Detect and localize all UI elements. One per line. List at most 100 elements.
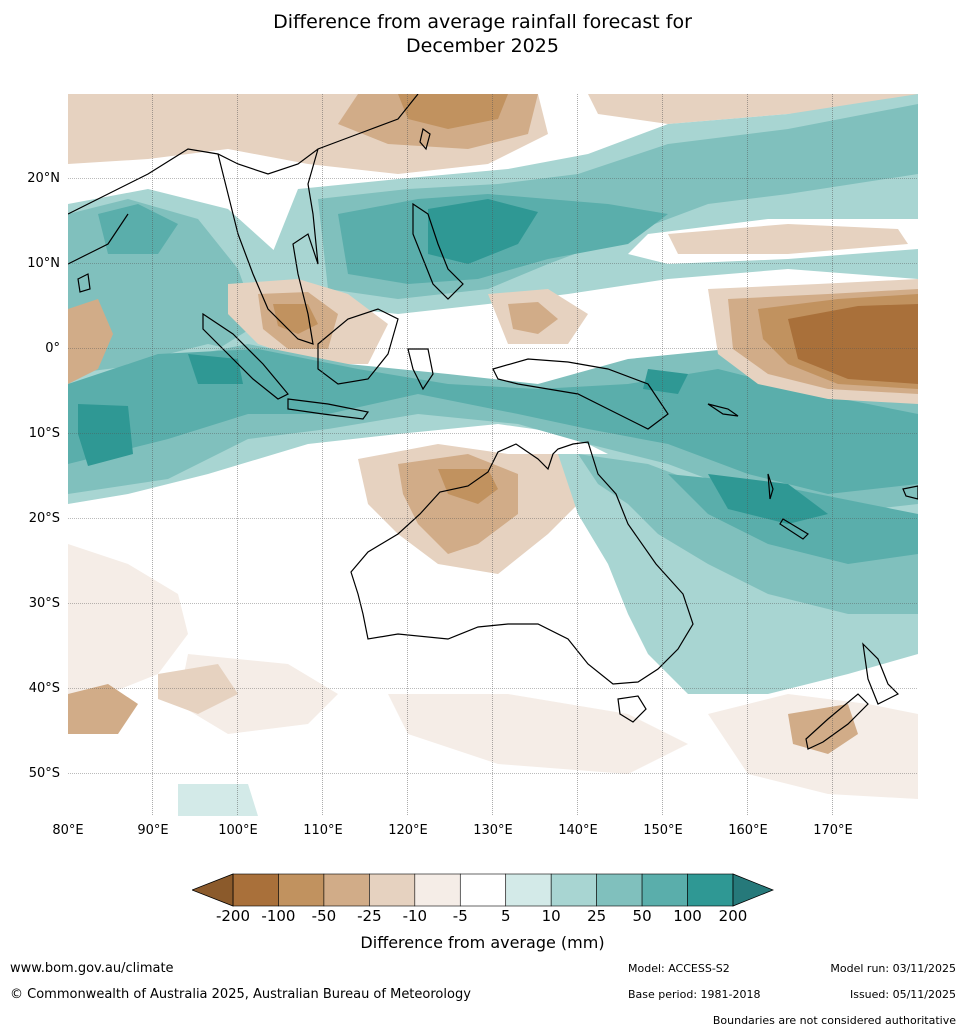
anomaly-nz-brown [788,704,858,754]
coast-india [68,213,129,265]
x-tick-label: 80°E [52,823,84,838]
colorbar-segment [323,873,370,907]
colorbar-under-arrow [190,873,234,907]
anomaly-south-teal-patch [178,784,258,816]
y-tick-label: 20°N [27,171,60,186]
colorbar-segment [641,873,688,907]
title-line-2: December 2025 [406,35,559,57]
colorbar-segment [414,873,461,907]
colorbar-label: -5 [452,907,468,925]
colorbar-segment [278,873,325,907]
coast-sri-lanka [77,273,91,293]
colorbar-segment [505,873,552,907]
rainfall-map [68,94,918,816]
y-tick-label: 0° [45,341,60,356]
coast-philippines [412,202,464,300]
x-tick-label: 90°E [137,823,169,838]
footer-url[interactable]: www.bom.gov.au/climate [10,961,174,976]
y-tick-label: 10°N [27,256,60,271]
colorbar-label: 10 [541,907,561,925]
coast-java [287,398,370,420]
colorbar-segments [232,873,734,907]
map-svg [68,94,918,816]
colorbar-label: -200 [215,907,251,925]
x-tick-label: 130°E [473,823,513,838]
coast-asia [68,94,419,215]
anomaly-pacific-north [588,94,918,124]
anomaly-java-teal-core [188,354,243,384]
x-tick-label: 170°E [813,823,853,838]
anomaly-pacific-brown-core [788,304,918,384]
footer-copyright: © Commonwealth of Australia 2025, Austra… [10,987,471,1002]
colorbar-label: 200 [718,907,748,925]
anomaly-east-pacific-teal-core [643,369,688,394]
x-tick-label: 120°E [388,823,428,838]
anomaly-coral-sea-teal-core [708,474,828,524]
colorbar-segment [459,873,507,907]
coast-sulawesi [407,348,434,391]
colorbar [190,873,775,911]
footer-base-period: Base period: 1981-2018 [628,988,761,1001]
anomaly-south-indian-brown-1 [68,684,138,734]
anomaly-indian-ocean-teal-core [78,404,133,466]
colorbar-svg [190,873,775,907]
coast-new-zealand-north [862,642,900,705]
colorbar-segment [550,873,597,907]
colorbar-segment [369,873,416,907]
coast-vanuatu [767,473,774,500]
title-line-1: Difference from average rainfall forecas… [273,11,692,33]
anomaly-west-sumatra-tan [68,299,113,384]
anomaly-south-indian-tan-3 [388,694,688,774]
anomaly-fields [68,94,918,816]
x-tick-label: 110°E [303,823,343,838]
chart-title: Difference from average rainfall forecas… [0,10,965,58]
colorbar-segment [232,873,279,907]
colorbar-label: -50 [311,907,337,925]
colorbar-label: -100 [261,907,296,925]
coast-new-guinea [492,358,669,430]
x-tick-label: 150°E [643,823,683,838]
colorbar-label: 25 [587,907,607,925]
footer-issued: Issued: 05/11/2025 [849,988,956,1001]
coast-new-zealand-south [805,693,869,750]
anomaly-north-pacific-tan [668,224,908,254]
colorbar-segment [596,873,643,907]
footer-disclaimer: Boundaries are not considered authoritat… [712,1014,956,1027]
coast-new-caledonia [779,518,809,540]
anomaly-bay-of-bengal-teal [98,204,178,254]
colorbar-label: 50 [632,907,652,925]
coast-solomons [707,403,739,417]
anomaly-borneo-east-brown [508,302,558,334]
y-tick-label: 50°S [28,766,60,781]
gridlines [68,94,918,816]
y-tick-label: 40°S [28,681,60,696]
colorbar-label: -10 [402,907,428,925]
colorbar-segment [687,873,734,907]
anomaly-north-china-mid [398,94,508,129]
x-tick-label: 140°E [558,823,598,838]
y-tick-label: 20°S [28,511,60,526]
coast-australia [350,441,694,685]
coast-sumatra [202,312,289,400]
anomaly-malaysia-core [273,304,318,334]
anomaly-pacific-teal-core [428,199,538,264]
coastlines [68,94,918,750]
colorbar-label: 5 [500,907,511,925]
x-tick-label: 100°E [218,823,258,838]
colorbar-label: 100 [673,907,702,925]
colorbar-label: -25 [357,907,382,925]
colorbar-title: Difference from average (mm) [360,933,605,952]
anomaly-south-indian-brown-2 [158,664,238,714]
footer-model-run: Model run: 03/11/2025 [830,962,956,975]
coast-borneo [317,308,399,385]
coast-taiwan [419,127,431,151]
y-tick-label: 30°S [28,596,60,611]
coast-fiji [902,485,918,500]
footer-model: Model: ACCESS-S2 [628,962,730,975]
anomaly-south-indian-tan-1 [68,544,188,704]
x-tick-label: 160°E [728,823,768,838]
colorbar-over-arrow [732,873,775,907]
y-tick-label: 10°S [28,426,60,441]
coast-tasmania [617,695,647,723]
coast-indochina [217,148,319,345]
